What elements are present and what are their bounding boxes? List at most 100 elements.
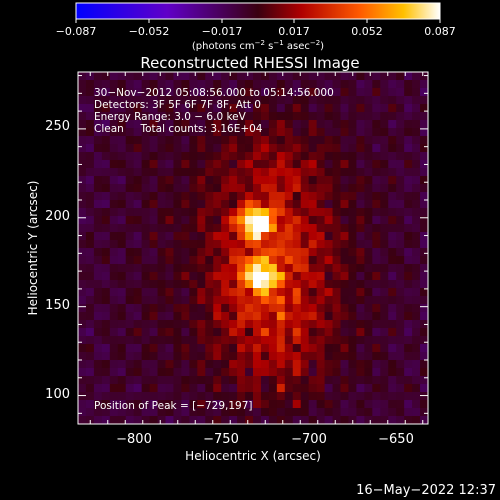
heatmap-cell — [380, 256, 389, 265]
heatmap-cell — [221, 320, 230, 329]
heatmap-cell — [93, 344, 103, 353]
heatmap-cell — [292, 168, 302, 177]
heatmap-cell — [308, 304, 318, 313]
heatmap-cell — [213, 400, 222, 409]
heatmap-cell — [205, 400, 214, 409]
heatmap-cell — [348, 400, 357, 409]
heatmap-cell — [348, 352, 357, 361]
heatmap-cell — [149, 320, 159, 329]
heatmap-cell — [141, 360, 151, 369]
heatmap-cell — [372, 192, 381, 201]
heatmap-cell — [189, 280, 198, 289]
heatmap-cell — [356, 368, 365, 377]
heatmap-cell — [412, 336, 421, 345]
heatmap-cell — [284, 264, 294, 273]
heatmap-cell — [141, 296, 151, 305]
heatmap-cell — [245, 112, 254, 121]
heatmap-cell — [372, 272, 381, 281]
heatmap-cell — [420, 384, 428, 393]
heatmap-cell — [245, 400, 254, 409]
heatmap-cell — [300, 88, 310, 97]
heatmap-cell — [85, 104, 95, 113]
heatmap-cell — [348, 312, 357, 321]
heatmap-cell — [276, 296, 286, 305]
heatmap-cell — [221, 232, 230, 241]
heatmap-cell — [85, 312, 95, 321]
heatmap-cell — [284, 280, 294, 289]
heatmap-cell — [412, 136, 421, 145]
heatmap-cell — [292, 376, 302, 385]
heatmap-cell — [149, 312, 159, 321]
heatmap-cell — [78, 280, 87, 289]
heatmap-cell — [340, 288, 350, 297]
heatmap-cell — [157, 392, 167, 401]
heatmap-cell — [380, 328, 389, 337]
heatmap-cell — [412, 376, 421, 385]
heatmap-cell — [348, 368, 357, 377]
heatmap-cell — [388, 224, 397, 233]
heatmap-cell — [300, 192, 310, 201]
heatmap-cell — [93, 200, 103, 209]
heatmap-cell — [364, 352, 373, 361]
heatmap-cell — [221, 104, 230, 113]
heatmap-cell — [117, 272, 127, 281]
heatmap-cell — [157, 272, 167, 281]
heatmap-cell — [93, 264, 103, 273]
heatmap-cell — [332, 360, 342, 369]
heatmap-cell — [340, 256, 350, 265]
heatmap-cell — [213, 304, 222, 313]
heatmap-cell — [276, 200, 286, 209]
heatmap-cell — [117, 328, 127, 337]
heatmap-cell — [340, 400, 350, 409]
heatmap-cell — [292, 208, 302, 217]
heatmap-cell — [157, 152, 167, 161]
heatmap-cell — [117, 128, 127, 137]
heatmap-cell — [133, 240, 143, 249]
y-axis-label: Heliocentric Y (arcsec) — [26, 181, 40, 316]
heatmap-cell — [109, 392, 119, 401]
heatmap-cell — [141, 232, 151, 241]
heatmap-cell — [284, 152, 294, 161]
heatmap-cell — [260, 392, 270, 401]
heatmap-cell — [372, 312, 381, 321]
heatmap-cell — [292, 152, 302, 161]
heatmap-cell — [213, 192, 222, 201]
heatmap-cell — [197, 168, 206, 177]
heatmap-cell — [78, 224, 87, 233]
heatmap-cell — [380, 384, 389, 393]
heatmap-cell — [229, 168, 238, 177]
heatmap-cell — [348, 232, 357, 241]
heatmap-cell — [245, 232, 254, 241]
heatmap-cell — [348, 72, 357, 81]
heatmap-cell — [141, 240, 151, 249]
heatmap-cell — [173, 160, 182, 169]
heatmap-cell — [245, 288, 254, 297]
heatmap-cell — [117, 80, 127, 89]
heatmap-cell — [308, 400, 318, 409]
heatmap-cell — [141, 104, 151, 113]
heatmap-cell — [260, 344, 270, 353]
heatmap-cell — [284, 208, 294, 217]
heatmap-cell — [157, 136, 167, 145]
heatmap-cell — [141, 176, 151, 185]
heatmap-cell — [420, 416, 428, 424]
heatmap-cell — [300, 328, 310, 337]
heatmap-cell — [420, 272, 428, 281]
heatmap-cell — [412, 280, 421, 289]
heatmap-cell — [93, 136, 103, 145]
heatmap-cell — [308, 160, 318, 169]
heatmap-cell — [276, 336, 286, 345]
heatmap-cell — [157, 312, 167, 321]
heatmap-cell — [213, 288, 222, 297]
heatmap-cell — [308, 256, 318, 265]
heatmap-cell — [181, 312, 190, 321]
heatmap-cell — [93, 240, 103, 249]
heatmap-cell — [268, 184, 278, 193]
heatmap-cell — [221, 288, 230, 297]
heatmap-cell — [348, 128, 357, 137]
heatmap-cell — [125, 216, 135, 225]
heatmap-cell — [245, 240, 254, 249]
heatmap-cell — [324, 152, 334, 161]
heatmap-cell — [324, 144, 334, 153]
heatmap-cell — [125, 224, 135, 233]
